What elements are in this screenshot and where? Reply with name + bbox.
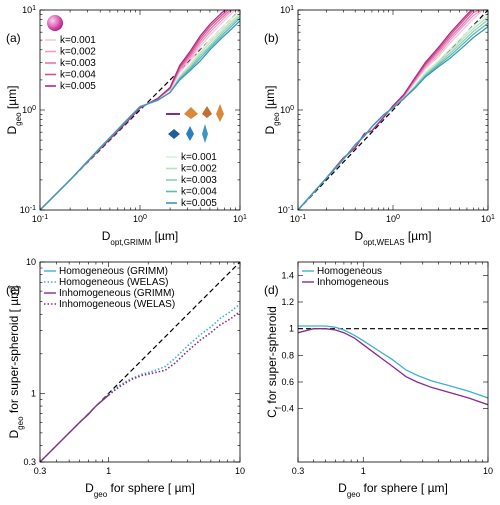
series-line-spheroid bbox=[298, 26, 488, 210]
y-tick-label: 1.4 bbox=[281, 270, 294, 280]
x-tick-label: 101 bbox=[233, 214, 247, 225]
spheroid-icon bbox=[186, 126, 194, 141]
x-tick-base: 10 bbox=[32, 214, 42, 224]
y-tick-label: 0.6 bbox=[281, 377, 294, 387]
y-tick-label: 10-1 bbox=[20, 205, 36, 216]
legend-label: k=0.005 bbox=[60, 81, 96, 92]
y-tick-label: 100 bbox=[280, 105, 294, 116]
super-spheroid-icon bbox=[216, 104, 224, 122]
x-tick-label: 0.3 bbox=[34, 466, 47, 476]
x-tick-exp: 1 bbox=[491, 214, 495, 221]
sphere-icon bbox=[47, 15, 63, 31]
plot-area-c bbox=[40, 262, 240, 462]
series-line-Inhomogeneous bbox=[298, 328, 488, 406]
y-tick-label: 100 bbox=[22, 105, 36, 116]
legend-label: Homogeneous (WELAS) bbox=[59, 277, 169, 288]
x-tick-exp: 0 bbox=[396, 214, 400, 221]
x-tick-label: 0.3 bbox=[292, 466, 305, 476]
panel-label: (d) bbox=[264, 283, 279, 297]
y-tick-label: 1 bbox=[31, 388, 36, 398]
x-axis-label: Dgeo for sphere [ µm] bbox=[85, 481, 195, 499]
y-tick-label: 0.3 bbox=[23, 457, 36, 467]
series-line-spheroid bbox=[40, 20, 240, 210]
super-spheroid-icon bbox=[184, 107, 198, 119]
y-axis-label: Cf for super-spheroid bbox=[265, 306, 283, 418]
legend-label: k=0.002 bbox=[181, 164, 217, 175]
series-line-Homogeneous bbox=[298, 325, 488, 399]
x-tick-base: 10 bbox=[386, 214, 396, 224]
x-tick-label: 10-1 bbox=[290, 214, 306, 225]
legend-label: Inhomogeneous (WELAS) bbox=[59, 299, 175, 310]
legend-label: Homogeneous bbox=[317, 266, 382, 277]
legend-label: k=0.001 bbox=[181, 152, 217, 163]
x-tick-label: 1 bbox=[106, 466, 111, 476]
x-axis-label: Dgeo for sphere [ µm] bbox=[338, 481, 448, 499]
series-line-spheroid bbox=[298, 19, 488, 210]
spheroid-icon bbox=[202, 124, 208, 143]
x-tick-base: 10 bbox=[290, 214, 300, 224]
legend-label: k=0.003 bbox=[60, 58, 96, 69]
series-line-Inhomogeneous (WELAS) bbox=[108, 310, 240, 396]
x-tick-label: 100 bbox=[386, 214, 400, 225]
x-tick-label: 10-1 bbox=[32, 214, 48, 225]
plot-area-d bbox=[298, 325, 488, 406]
x-tick-label: 10 bbox=[235, 466, 245, 476]
y-axis-label: Dgeo [µm] bbox=[263, 86, 281, 135]
y-tick-label: 101 bbox=[22, 5, 36, 16]
x-tick-base: 10 bbox=[233, 214, 243, 224]
x-tick-label: 101 bbox=[481, 214, 495, 225]
legend-label: Inhomogeneous bbox=[317, 277, 389, 288]
y-tick-label: 1.2 bbox=[281, 297, 294, 307]
axes-frame bbox=[39, 261, 241, 463]
x-tick-base: 10 bbox=[481, 214, 491, 224]
panel-label: (b) bbox=[264, 31, 279, 45]
legend-label: k=0.001 bbox=[60, 35, 96, 46]
x-tick-label: 100 bbox=[133, 214, 147, 225]
x-tick-base: 10 bbox=[133, 214, 143, 224]
legend-label: Homogeneous (GRIMM) bbox=[59, 266, 168, 277]
legend-label: k=0.002 bbox=[60, 47, 96, 58]
legend-label: k=0.005 bbox=[181, 198, 217, 209]
panel-label: (c) bbox=[6, 283, 20, 297]
y-tick-label: 101 bbox=[280, 5, 294, 16]
y-tick-label: 10 bbox=[26, 257, 36, 267]
spheroid-icon bbox=[168, 129, 180, 139]
x-axis-label: Dopt,GRIMM [µm] bbox=[102, 229, 179, 247]
y-tick-label: 0.8 bbox=[281, 350, 294, 360]
x-tick-exp: -1 bbox=[42, 214, 48, 221]
panel-label: (a) bbox=[6, 31, 21, 45]
legend-label: Inhomogeneous (GRIMM) bbox=[59, 288, 175, 299]
one-to-one-line bbox=[298, 10, 488, 210]
x-tick-exp: 1 bbox=[243, 214, 247, 221]
x-tick-exp: -1 bbox=[300, 214, 306, 221]
x-tick-exp: 0 bbox=[143, 214, 147, 221]
one-to-one-line bbox=[40, 262, 240, 462]
y-tick-label: 10-1 bbox=[278, 205, 294, 216]
legend-label: k=0.004 bbox=[60, 70, 96, 81]
legend-label: k=0.003 bbox=[181, 175, 217, 186]
y-tick-label: 1 bbox=[289, 324, 294, 334]
y-axis-label: Dgeo [µm] bbox=[5, 86, 23, 135]
axes-frame bbox=[297, 261, 489, 463]
y-tick-label: 0.4 bbox=[281, 404, 294, 414]
series-line-spheroid bbox=[298, 16, 488, 210]
y-axis-label: Dgeo for super-spheroid [ µm] bbox=[7, 286, 25, 439]
x-tick-label: 1 bbox=[361, 466, 366, 476]
series-line-spheroid bbox=[298, 22, 488, 210]
plot-area-b bbox=[298, 10, 488, 210]
panel-c: 0.3 1 10 0.3 1 10 (c) Dgeo for sphere [ µm] Dgeo… bbox=[6, 257, 245, 499]
series-line-sphere bbox=[40, 10, 227, 210]
legend-label: k=0.004 bbox=[181, 187, 217, 198]
x-axis-label: Dopt,WELAS [µm] bbox=[355, 229, 432, 247]
series-line-Homogeneous (WELAS) bbox=[108, 303, 240, 396]
x-tick-label: 10 bbox=[483, 466, 493, 476]
series-line-Inhomogeneous (GRIMM) bbox=[40, 394, 110, 462]
super-spheroid-icon bbox=[202, 106, 212, 118]
panel-d: 0.3 1 10 0.4 0.6 0.8 1 1.2 1.4(d) Dgeo for sphere… bbox=[264, 261, 493, 499]
plot-area-a bbox=[40, 10, 240, 210]
